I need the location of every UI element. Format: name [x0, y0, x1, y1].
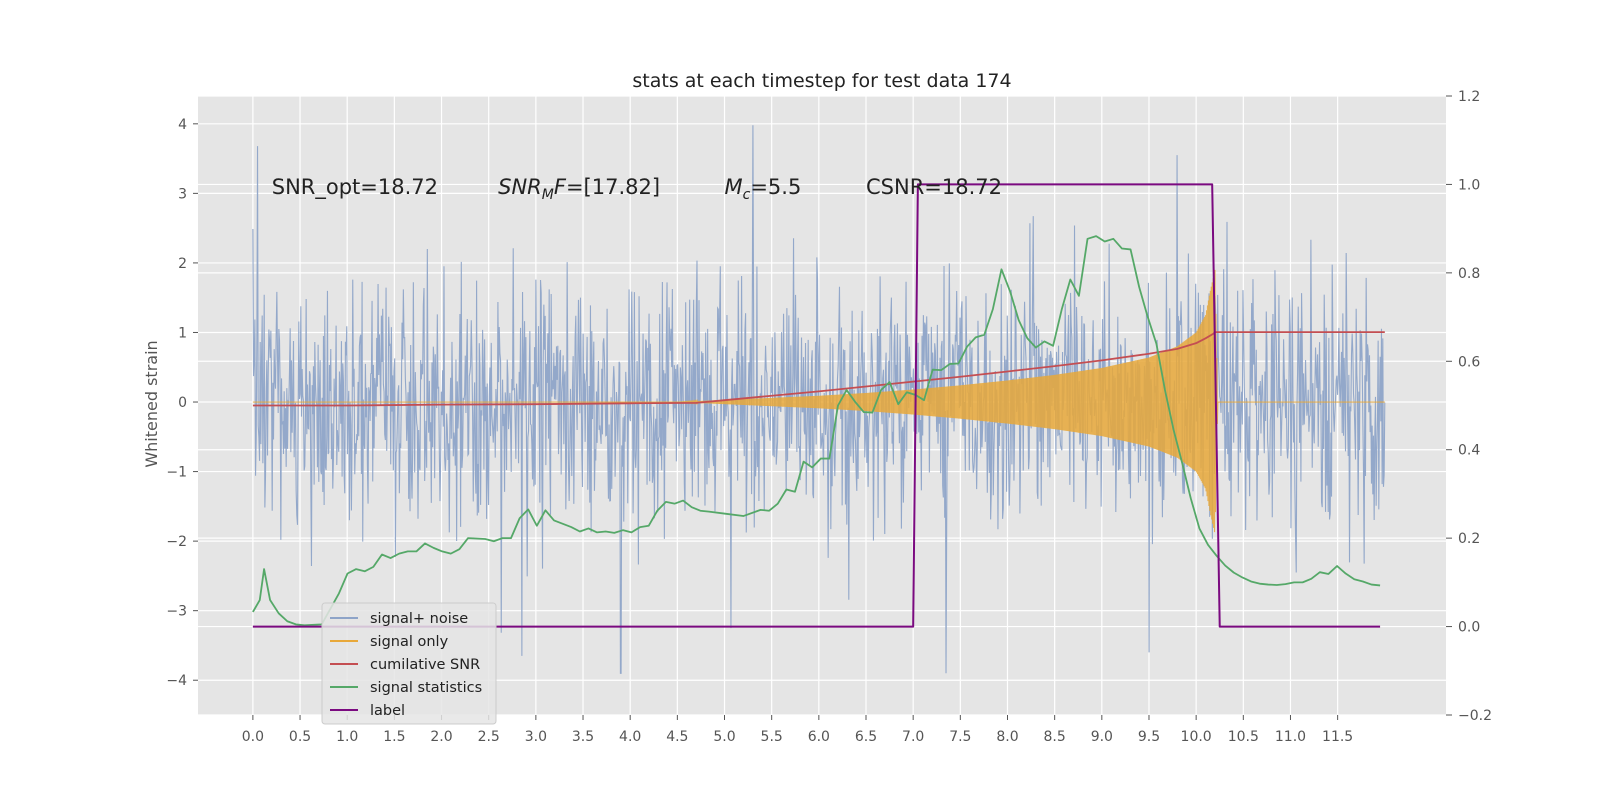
legend-box [321, 602, 497, 725]
y2-tick-label: 1.2 [1458, 89, 1480, 105]
annotation-2: SNRMF=[17.82] [498, 175, 660, 203]
x-tick-label: 8.0 [996, 729, 1018, 745]
y-tick-label: −4 [166, 673, 187, 689]
label-line [252, 183, 1381, 628]
x-tick-label: 7.5 [949, 729, 971, 745]
y2-tick-label: 0.2 [1458, 531, 1480, 547]
y2-tick-label: 0.8 [1458, 266, 1480, 282]
y-tick-label: −2 [166, 534, 187, 550]
legend-label: signal+ noise [370, 611, 468, 627]
x-axis-ticks: 0.0 0.5 1.0 1.5 2.0 2.5 3.0 3.5 4.0 4.5 5.0 5.5 6.0 6… [242, 715, 1353, 745]
y-tick-label: −3 [166, 604, 187, 620]
y2-tick-label: 0.6 [1458, 354, 1480, 370]
y-tick-label: 1 [178, 325, 187, 341]
x-tick-label: 9.0 [1091, 729, 1113, 745]
signal-statistics-line [252, 235, 1381, 627]
y-axis-label: Whitened strain [142, 340, 161, 467]
x-tick-label: 5.0 [713, 729, 735, 745]
x-tick-label: 6.5 [855, 729, 877, 745]
x-tick-label: 11.5 [1322, 729, 1353, 745]
x-tick-label: 1.5 [383, 729, 405, 745]
y-axis-ticks: −4 −3 −2 −1 0 1 2 3 4 [166, 117, 198, 689]
y2-tick-label: 0.4 [1458, 443, 1480, 459]
signal-only-line [252, 269, 1385, 533]
legend-label: signal statistics [370, 680, 482, 696]
y-tick-label: 4 [178, 117, 187, 133]
x-tick-label: 0.5 [289, 729, 311, 745]
series-signal-statistics [252, 235, 1381, 627]
x-tick-label: 4.0 [619, 729, 641, 745]
annotation-3: Mc=5.5 [725, 175, 802, 203]
series-cumilative-snr [252, 331, 1385, 407]
y-tick-label: 0 [178, 395, 187, 411]
annotations: SNR_opt=18.72 SNRMF=[17.82] Mc=5.5 CSNR=18.… [272, 175, 1002, 203]
annotation-4: CSNR=18.72 [866, 175, 1002, 199]
y-tick-label: −1 [166, 465, 187, 481]
x-tick-label: 3.5 [572, 729, 594, 745]
x-tick-label: 5.5 [761, 729, 783, 745]
cumilative-snr-line [252, 331, 1385, 407]
x-tick-label: 8.5 [1044, 729, 1066, 745]
y2-tick-label: −0.2 [1458, 708, 1492, 724]
x-tick-label: 4.5 [666, 729, 688, 745]
x-tick-label: 6.0 [808, 729, 830, 745]
legend-label: signal only [370, 634, 449, 650]
x-tick-label: 11.0 [1275, 729, 1306, 745]
legend-label: label [370, 703, 405, 719]
x-tick-label: 3.0 [525, 729, 547, 745]
series-label [252, 183, 1381, 628]
x-tick-label: 0.0 [242, 729, 264, 745]
x-tick-label: 10.0 [1181, 729, 1212, 745]
legend: signal+ noise signal only cumilative SNR si… [321, 602, 497, 725]
x-tick-label: 9.5 [1138, 729, 1160, 745]
x-tick-label: 7.0 [902, 729, 924, 745]
y2-tick-label: 1.0 [1458, 177, 1480, 193]
x-tick-label: 2.0 [430, 729, 452, 745]
y-tick-label: 3 [178, 186, 187, 202]
y2-tick-label: 0.0 [1458, 620, 1480, 636]
plot-content [252, 125, 1386, 674]
chart-title: stats at each timestep for test data 174 [632, 70, 1011, 92]
x-tick-label: 10.5 [1228, 729, 1259, 745]
y2-axis-ticks: −0.2 0.0 0.2 0.4 0.6 0.8 1.0 1.2 [1446, 89, 1492, 724]
y-tick-label: 2 [178, 256, 187, 272]
x-tick-label: 1.0 [336, 729, 358, 745]
legend-label: cumilative SNR [370, 657, 480, 673]
x-tick-label: 2.5 [478, 729, 500, 745]
annotation-1: SNR_opt=18.72 [272, 175, 438, 200]
series-signal-only [252, 269, 1385, 533]
